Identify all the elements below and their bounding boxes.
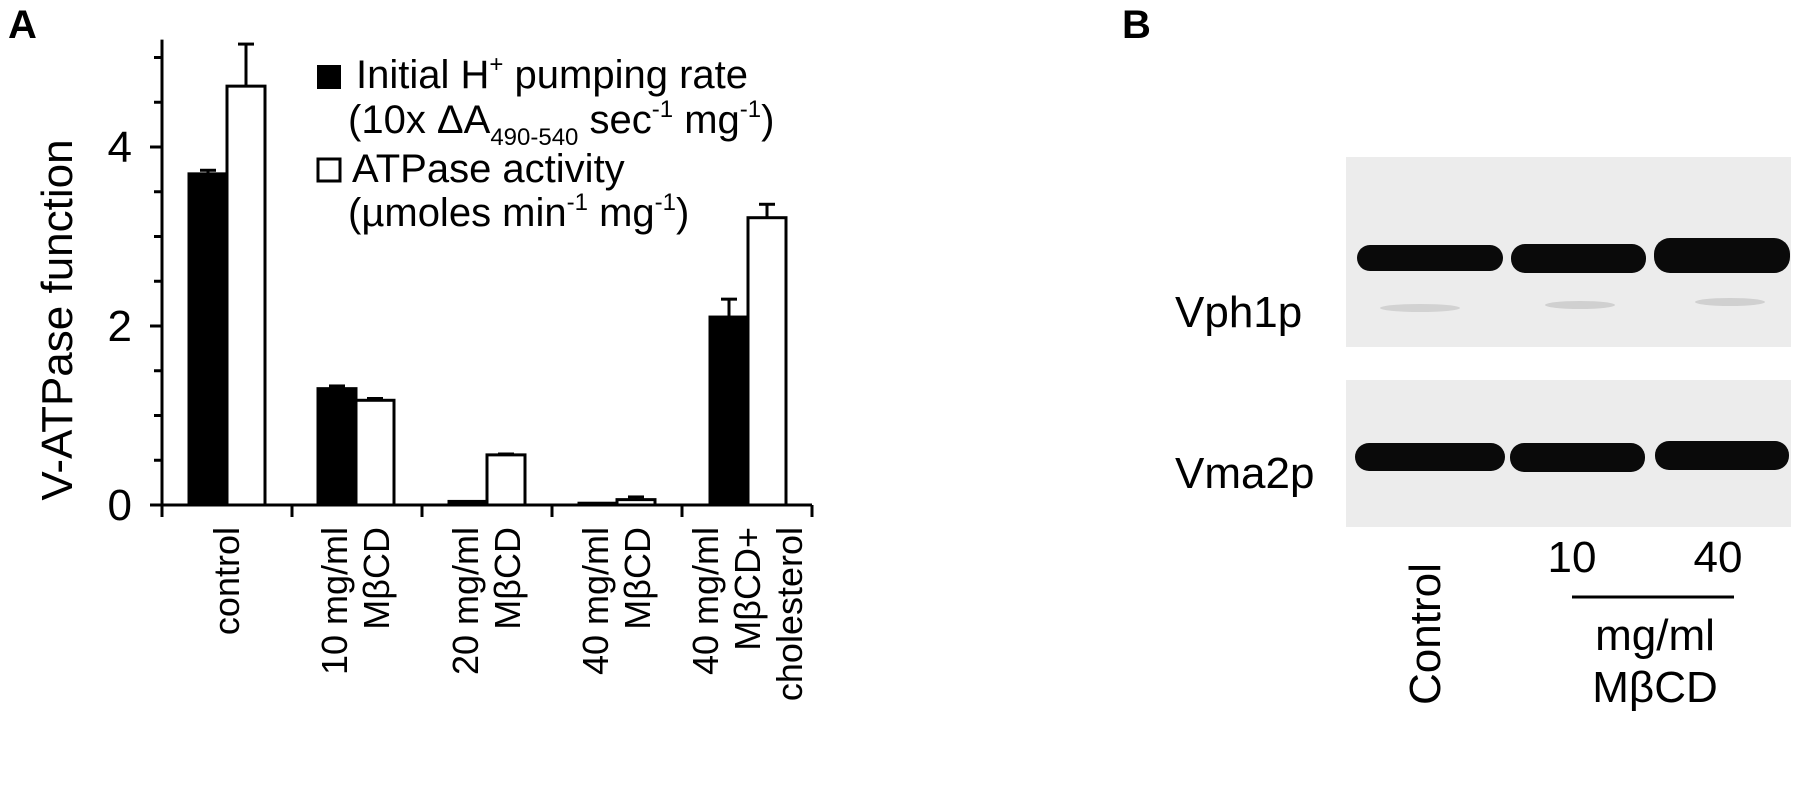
legend-swatch-pumping-rate (317, 65, 341, 89)
vph1p-faint-band (1380, 304, 1460, 312)
legend-label-pumping-rate: Initial H+ pumping rate (356, 51, 748, 97)
lane-label-40: 40 (1694, 533, 1743, 582)
bar-atpase-activity (354, 398, 396, 507)
bar-atpase-activity (225, 84, 267, 507)
band-label-vph1p: Vph1p (1175, 288, 1302, 337)
category-label: 40 mg/ml (575, 527, 616, 675)
category-label: MβCD (356, 527, 397, 630)
category-label: MβCD+ (727, 527, 768, 651)
category-label: 20 mg/ml (445, 527, 486, 675)
western-blot: Vph1p Vma2p Control 10 40 mg/ml MβCD (1175, 157, 1791, 712)
category-label: MβCD (617, 527, 658, 630)
bar-atpase-activity (615, 498, 657, 507)
vph1p-faint-band (1695, 298, 1765, 306)
bar-pumping-rate (316, 387, 358, 507)
category-label: cholesterol (769, 527, 810, 701)
vph1p-band-control (1357, 245, 1503, 271)
bar-pumping-rate (447, 499, 489, 507)
band-label-vma2p: Vma2p (1175, 449, 1314, 498)
bar-atpase-activity (485, 453, 527, 507)
category-label: 10 mg/ml (314, 527, 355, 675)
panel-b-letter: B (1122, 3, 1151, 47)
y-tick-label: 2 (108, 302, 132, 351)
category-label: MβCD (487, 527, 528, 630)
vph1p-band-40 (1654, 238, 1790, 273)
group-label-reagent: MβCD (1592, 663, 1718, 712)
vma2p-band-40 (1655, 441, 1789, 470)
legend-units-pumping-rate: (10x ΔA490-540 sec-1 mg-1) (348, 96, 774, 151)
legend-units-atpase-activity: (µmoles min-1 mg-1) (348, 189, 689, 235)
bar-pumping-rate (187, 172, 229, 507)
y-tick-label: 4 (108, 123, 132, 172)
panel-a-letter: A (8, 3, 37, 47)
category-label: 40 mg/ml (685, 527, 726, 675)
y-tick-label: 0 (108, 481, 132, 530)
category-label: control (206, 527, 247, 635)
legend-label-atpase-activity: ATPase activity (352, 147, 625, 191)
lane-label-control: Control (1401, 563, 1450, 705)
bar-pumping-rate (577, 501, 619, 507)
legend-swatch-atpase-activity (316, 157, 342, 183)
vph1p-faint-band (1545, 301, 1615, 309)
y-axis-title: V-ATPase function (33, 139, 82, 500)
lane-label-10: 10 (1548, 533, 1597, 582)
group-label-units: mg/ml (1595, 611, 1715, 660)
bar-pumping-rate (708, 315, 750, 507)
bar-atpase-activity (746, 216, 788, 507)
vma2p-band-control (1355, 443, 1505, 471)
vma2p-band-10 (1510, 443, 1645, 472)
vph1p-band-10 (1511, 244, 1646, 273)
